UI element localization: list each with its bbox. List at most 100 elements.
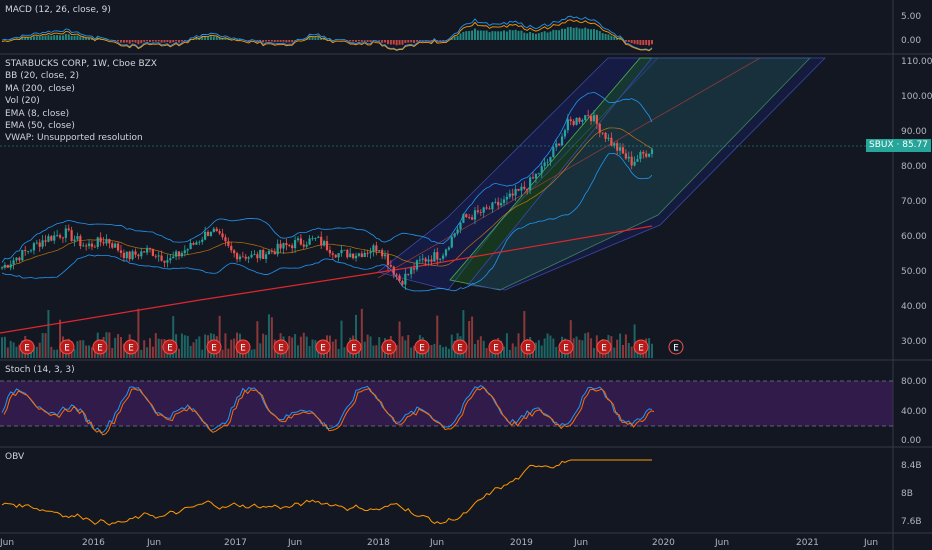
volume-bar	[331, 341, 334, 358]
earnings-marker-15[interactable]: E	[558, 339, 574, 355]
macd-histogram-bar	[366, 40, 369, 43]
macd-histogram-bar	[540, 32, 543, 40]
candle-body	[299, 238, 302, 245]
stoch-pane[interactable]	[0, 380, 893, 436]
earnings-circle	[206, 339, 222, 355]
earnings-circle	[92, 339, 108, 355]
macd-histogram-bar	[265, 40, 268, 42]
earnings-marker-8[interactable]: E	[315, 339, 331, 355]
macd-histogram-bar	[517, 30, 520, 40]
volume-bar	[198, 336, 201, 358]
macd-histogram-bar	[398, 40, 401, 45]
time-label-6: Jun	[429, 538, 444, 548]
volume-bar	[505, 333, 508, 358]
candle-body	[70, 230, 73, 241]
volume-bar	[157, 338, 160, 358]
obv-pane[interactable]	[1, 459, 652, 526]
earnings-marker-3[interactable]: E	[123, 339, 139, 355]
vol-label[interactable]: Vol (20)	[5, 96, 40, 107]
volume-bar	[372, 345, 375, 358]
macd-histogram-bar	[595, 29, 598, 40]
earnings-marker-13[interactable]: E	[488, 339, 504, 355]
earnings-marker-7[interactable]: E	[273, 339, 289, 355]
earnings-marker-16[interactable]: E	[596, 339, 612, 355]
macd-histogram-bar	[639, 40, 642, 46]
candle-body	[354, 255, 358, 259]
macd-histogram-bar	[180, 40, 183, 42]
earnings-marker-6[interactable]: E	[235, 339, 251, 355]
ema8-label[interactable]: EMA (8, close)	[5, 108, 70, 119]
symbol-title[interactable]: STARBUCKS CORP, 1W, Cboe BZX	[5, 59, 157, 69]
volume-bar	[262, 333, 265, 358]
macd-histogram-bar	[270, 40, 273, 42]
earnings-marker-10[interactable]: E	[381, 339, 397, 355]
earnings-letter: E	[601, 344, 607, 354]
macd-histogram-bar	[59, 35, 62, 40]
candle-body	[595, 115, 598, 124]
earnings-marker-14[interactable]: E	[520, 339, 536, 355]
macd-histogram-bar	[546, 32, 549, 40]
main-legend[interactable]: STARBUCKS CORP, 1W, Cboe BZX BB (20, clo…	[5, 58, 157, 145]
volume-bar	[6, 347, 9, 358]
macd-pane[interactable]	[1, 15, 653, 52]
macd-histogram-bar	[146, 40, 149, 42]
earnings-letter: E	[493, 344, 499, 354]
volume-bar	[44, 333, 47, 358]
earnings-marker-11[interactable]: E	[414, 339, 430, 355]
macd-histogram-bar	[569, 26, 572, 40]
macd-label[interactable]: MACD (12, 26, close, 9)	[5, 5, 111, 15]
stoch-label[interactable]: Stoch (14, 3, 3)	[5, 365, 75, 375]
ema50-label[interactable]: EMA (50, close)	[5, 120, 75, 131]
macd-histogram-bar	[212, 36, 215, 40]
earnings-marker-4[interactable]: E	[162, 339, 178, 355]
candle-body	[627, 156, 630, 159]
macd-histogram-bar	[630, 40, 633, 44]
volume-bar	[572, 338, 575, 358]
price-axis[interactable]: 5.00 0.00 110.00 100.00 90.00 80.00 70.0…	[901, 12, 932, 527]
earnings-marker-18[interactable]: E	[668, 339, 684, 355]
stoch-legend[interactable]: Stoch (14, 3, 3)	[5, 364, 75, 376]
candle-body	[418, 259, 421, 261]
earnings-letter: E	[351, 344, 357, 354]
earnings-marker-2[interactable]: E	[92, 339, 108, 355]
volume-bar	[270, 317, 273, 358]
macd-histogram-bar	[491, 31, 494, 40]
ma-label[interactable]: MA (200, close)	[5, 83, 75, 94]
candle-body	[395, 274, 398, 276]
earnings-marker-9[interactable]: E	[346, 339, 362, 355]
candle-body	[456, 229, 459, 234]
bb-label[interactable]: BB (20, close, 2)	[5, 71, 80, 82]
candle-body	[125, 251, 128, 259]
earnings-marker-1[interactable]: E	[59, 339, 75, 355]
volume-bar	[360, 308, 363, 358]
macd-histogram-bar	[610, 35, 613, 40]
volume-bar	[355, 314, 358, 358]
vwap-label[interactable]: VWAP: Unsupported resolution	[5, 133, 143, 144]
obv-label[interactable]: OBV	[5, 452, 25, 462]
earnings-marker-17[interactable]: E	[633, 339, 649, 355]
macd-histogram-bar	[76, 35, 79, 40]
earnings-marker-0[interactable]: E	[19, 339, 35, 355]
candle-body	[531, 177, 535, 179]
macd-histogram-bar	[627, 40, 630, 43]
earnings-marker-12[interactable]: E	[452, 339, 468, 355]
obv-legend[interactable]: OBV	[5, 451, 24, 463]
time-axis[interactable]: Jun 2016 Jun 2017 Jun 2018 Jun 2019 Jun …	[0, 538, 878, 548]
macd-histogram-bar	[500, 31, 503, 40]
volume-bar	[172, 316, 175, 358]
volume-bar	[180, 333, 183, 358]
candle-body	[598, 123, 601, 133]
main-tick-8: 30.00	[901, 337, 927, 347]
earnings-marker-5[interactable]: E	[206, 339, 222, 355]
volume-bar	[12, 342, 15, 358]
volume-bar	[616, 339, 619, 358]
candle-body	[317, 236, 320, 239]
candle-body	[421, 258, 424, 260]
candle-body	[604, 132, 607, 139]
volume-bar	[485, 348, 488, 358]
macd-legend[interactable]: MACD (12, 26, close, 9)	[5, 4, 111, 16]
candle-body	[494, 201, 497, 203]
